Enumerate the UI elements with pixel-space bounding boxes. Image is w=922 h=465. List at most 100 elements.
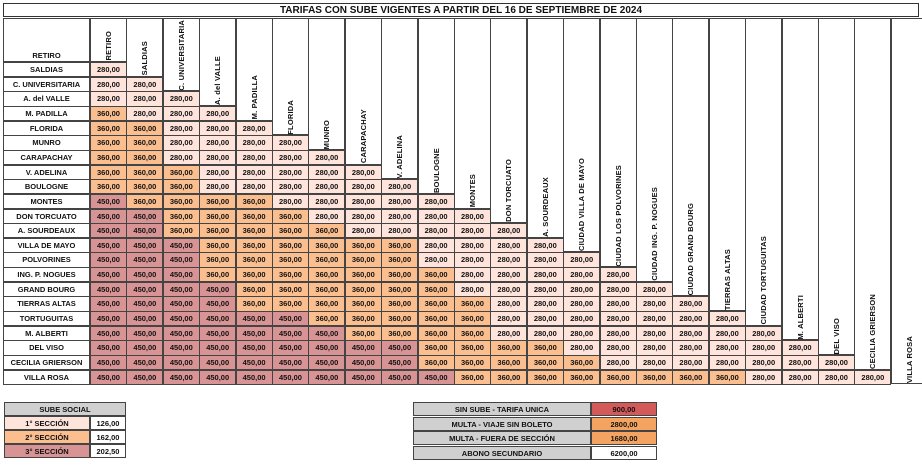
sube-social-section-value: 202,50: [90, 444, 126, 458]
fare-cell: 360,00: [526, 369, 564, 385]
fare-cell: 360,00: [417, 281, 455, 297]
fare-cell: 360,00: [272, 237, 309, 254]
fare-cell: 450,00: [126, 340, 164, 356]
fare-cell: 360,00: [490, 355, 528, 371]
fare-cell: 450,00: [126, 267, 164, 283]
row-label: A. del VALLE: [3, 91, 90, 107]
header-corner-label: RETIRO: [3, 18, 90, 62]
fare-cell: 360,00: [272, 252, 309, 268]
fare-cell: 360,00: [417, 311, 455, 327]
fare-cell: 360,00: [308, 267, 346, 283]
fare-cell: 280,00: [417, 223, 455, 239]
row-label: MUNRO: [3, 135, 90, 151]
fare-cell: 280,00: [417, 252, 455, 268]
fare-cell: 280,00: [235, 164, 273, 180]
fare-cell: 280,00: [235, 149, 273, 166]
fare-cell: 280,00: [599, 355, 637, 371]
fare-cell: 280,00: [162, 135, 200, 151]
fare-cell: 450,00: [126, 252, 164, 268]
fare-cell: 280,00: [854, 369, 892, 385]
fare-cell: 450,00: [90, 355, 127, 371]
fare-cell: 360,00: [308, 237, 346, 254]
station-column-header: CIUDAD TORTUGUITAS: [745, 18, 783, 326]
fare-cell: 360,00: [417, 355, 455, 371]
fare-cell: 450,00: [162, 252, 200, 268]
fare-cell: 360,00: [235, 281, 273, 297]
fare-cell: 280,00: [599, 281, 637, 297]
fare-cell: 450,00: [308, 369, 346, 385]
extra-fare-label: MULTA - FUERA DE SECCIÓN: [413, 431, 591, 445]
fare-cell: 280,00: [708, 325, 746, 341]
fare-cell: 360,00: [381, 281, 419, 297]
fare-cell: 360,00: [344, 267, 382, 283]
fare-cell: 280,00: [162, 120, 200, 136]
fare-cell: 280,00: [563, 252, 601, 268]
extra-fare-value: 6200,00: [591, 445, 657, 460]
row-label: TORTUGUITAS: [3, 311, 90, 327]
fare-cell: 450,00: [162, 281, 200, 297]
fare-cell: 360,00: [417, 340, 455, 356]
fare-cell: 360,00: [126, 193, 164, 210]
fare-cell: 280,00: [344, 208, 382, 224]
fare-cell: 450,00: [126, 355, 164, 371]
row-label: FLORIDA: [3, 120, 90, 136]
fare-cell: 360,00: [235, 267, 273, 283]
fare-cell: 280,00: [745, 340, 783, 356]
station-column-header: MONTES: [454, 18, 491, 209]
fare-cell: 360,00: [308, 223, 346, 239]
station-column-label: CIUDAD GRAND BOURG: [686, 203, 696, 296]
fare-cell: 450,00: [126, 223, 164, 239]
fare-cell: 280,00: [599, 267, 637, 283]
fare-cell: 360,00: [162, 193, 200, 210]
fare-cell: 450,00: [199, 369, 237, 385]
fare-cell: 450,00: [199, 340, 237, 356]
fare-cell: 280,00: [490, 267, 528, 283]
fare-cell: 280,00: [599, 311, 637, 327]
fare-cell: 280,00: [199, 120, 237, 136]
fare-cell: 360,00: [708, 369, 746, 385]
row-label: V. ADELINA: [3, 164, 90, 180]
fare-cell: 280,00: [490, 281, 528, 297]
fare-cell: 280,00: [636, 311, 673, 327]
sube-social-section-label: 2° SECCIÓN: [4, 430, 90, 444]
fare-cell: 280,00: [636, 355, 673, 371]
fare-cell: 360,00: [344, 281, 382, 297]
fare-cell: 360,00: [162, 179, 200, 195]
station-column-header: M. PADILLA: [235, 18, 273, 121]
fare-cell: 360,00: [90, 105, 127, 122]
row-label: ING. P. NOGUES: [3, 267, 90, 283]
fare-cell: 360,00: [199, 193, 237, 210]
station-column-label: C. UNIVERSITARIA: [176, 19, 186, 91]
fare-cell: 280,00: [454, 237, 491, 254]
fare-cell: 280,00: [745, 355, 783, 371]
fare-cell: 360,00: [344, 252, 382, 268]
fare-cell: 280,00: [199, 149, 237, 166]
fare-cell: 280,00: [526, 252, 564, 268]
fare-cell: 280,00: [199, 135, 237, 151]
fare-cell: 450,00: [272, 355, 309, 371]
fare-cell: 450,00: [235, 325, 273, 341]
fare-cell: 280,00: [599, 325, 637, 341]
station-column-label: DEL VISO: [832, 317, 841, 354]
fare-cell: 450,00: [235, 355, 273, 371]
fare-cell: 450,00: [272, 311, 309, 327]
station-column-header: CIUDAD GRAND BOURG: [672, 18, 710, 297]
fare-cell: 360,00: [235, 193, 273, 210]
fare-cell: 280,00: [563, 340, 601, 356]
fare-cell: 280,00: [417, 237, 455, 254]
fare-cell: 280,00: [526, 296, 564, 312]
fare-cell: 280,00: [199, 179, 237, 195]
fare-cell: 450,00: [90, 223, 127, 239]
fare-cell: 360,00: [235, 296, 273, 312]
fare-cell: 360,00: [490, 369, 528, 385]
station-column-header: RETIRO: [90, 18, 127, 62]
fare-cell: 360,00: [199, 267, 237, 283]
row-label: SALDIAS: [3, 62, 90, 78]
row-label: MONTES: [3, 193, 90, 210]
fare-cell: 360,00: [381, 267, 419, 283]
row-label: DEL VISO: [3, 340, 90, 356]
fare-cell: 450,00: [162, 340, 200, 356]
fare-cell: 280,00: [308, 149, 346, 166]
station-column-header: V. ADELINA: [381, 18, 419, 180]
fare-cell: 280,00: [563, 296, 601, 312]
